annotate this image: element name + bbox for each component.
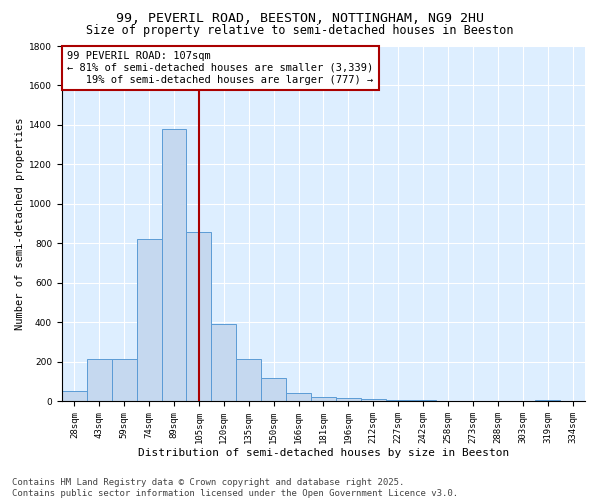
- Bar: [261, 378, 286, 402]
- Bar: [336, 398, 361, 402]
- Bar: [286, 394, 311, 402]
- Bar: [311, 398, 336, 402]
- Bar: [436, 400, 460, 402]
- Bar: [535, 400, 560, 402]
- Bar: [211, 324, 236, 402]
- Text: 99, PEVERIL ROAD, BEESTON, NOTTINGHAM, NG9 2HU: 99, PEVERIL ROAD, BEESTON, NOTTINGHAM, N…: [116, 12, 484, 26]
- Bar: [386, 400, 410, 402]
- Bar: [161, 129, 187, 402]
- Bar: [460, 401, 485, 402]
- Bar: [137, 240, 161, 402]
- Y-axis label: Number of semi-detached properties: Number of semi-detached properties: [15, 118, 25, 330]
- Bar: [361, 400, 386, 402]
- Text: Size of property relative to semi-detached houses in Beeston: Size of property relative to semi-detach…: [86, 24, 514, 37]
- Bar: [410, 400, 436, 402]
- Bar: [236, 359, 261, 402]
- Text: 99 PEVERIL ROAD: 107sqm
← 81% of semi-detached houses are smaller (3,339)
   19%: 99 PEVERIL ROAD: 107sqm ← 81% of semi-de…: [67, 52, 373, 84]
- Text: Contains HM Land Registry data © Crown copyright and database right 2025.
Contai: Contains HM Land Registry data © Crown c…: [12, 478, 458, 498]
- Bar: [187, 232, 211, 402]
- X-axis label: Distribution of semi-detached houses by size in Beeston: Distribution of semi-detached houses by …: [138, 448, 509, 458]
- Bar: [62, 392, 87, 402]
- Bar: [87, 359, 112, 402]
- Bar: [112, 359, 137, 402]
